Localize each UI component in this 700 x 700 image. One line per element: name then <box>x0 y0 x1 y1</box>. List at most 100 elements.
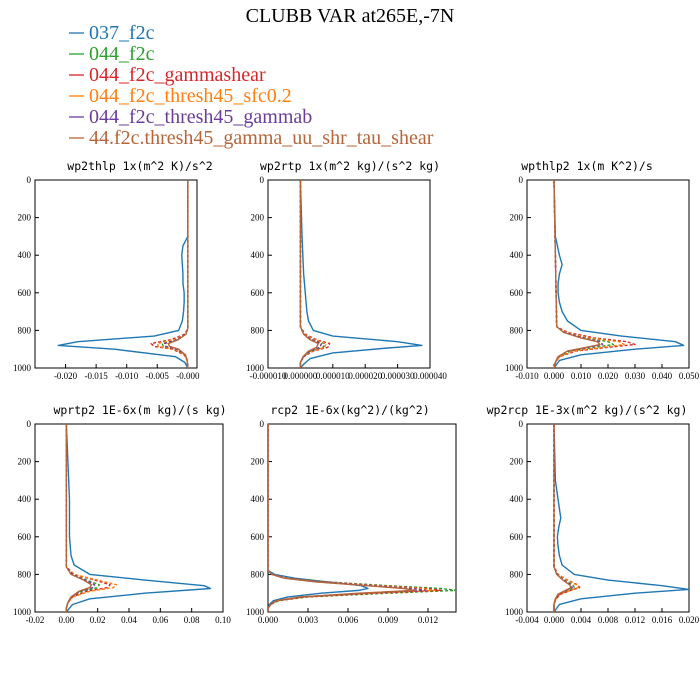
y-tick-label: 400 <box>510 250 524 260</box>
x-tick-label: 0.00 <box>58 615 74 625</box>
y-tick-label: 400 <box>251 494 265 504</box>
x-tick-label: 0.009 <box>378 615 399 625</box>
y-tick-label: 200 <box>18 213 32 223</box>
legend-label: 037_f2c <box>89 22 155 44</box>
legend-entry: 044_f2c_gammashear <box>69 64 266 86</box>
series-line <box>65 424 100 612</box>
y-tick-label: 0 <box>260 175 265 185</box>
y-tick-label: 800 <box>251 569 265 579</box>
y-tick-label: 1000 <box>13 607 32 617</box>
panel-title: rcp2 1E-6x(kg^2)/(kg^2) <box>270 403 429 417</box>
y-tick-label: 400 <box>18 250 32 260</box>
chart-panel: wp2rtp 1x(m^2 kg)/(s^2 kg) 0 200 400 600 800 1… <box>246 159 447 381</box>
y-tick-label: 0 <box>519 419 524 429</box>
y-tick-label: 600 <box>18 288 32 298</box>
series-line <box>299 180 423 368</box>
series-line <box>553 424 572 612</box>
series-group <box>553 424 689 612</box>
series-line <box>553 180 685 368</box>
panel-title: wp2rcp 1E-3x(m^2 kg)/(s^2 kg) <box>487 403 688 417</box>
y-tick-label: 400 <box>18 494 32 504</box>
legend-entry: 037_f2c <box>69 22 155 44</box>
series-group <box>57 180 189 368</box>
series-line <box>553 424 689 612</box>
y-tick-label: 0 <box>519 175 524 185</box>
chart-panel: wpthlp2 1x(m K^2)/s 0 200 400 600 800 1000-0.0… <box>505 159 700 381</box>
x-tick-label: 0.006 <box>338 615 359 625</box>
x-tick-label: 0.040 <box>652 371 673 381</box>
x-tick-label: -0.000 <box>176 371 200 381</box>
x-tick-label: -0.005 <box>146 371 170 381</box>
y-tick-label: 600 <box>251 288 265 298</box>
y-tick-label: 1000 <box>246 363 265 373</box>
x-tick-label: 0.08 <box>184 615 200 625</box>
legend-label: 044_f2c_thresh45_sfc0.2 <box>89 85 292 107</box>
y-tick-label: 200 <box>18 457 32 467</box>
y-tick-label: 400 <box>251 250 265 260</box>
y-tick-label: 800 <box>510 569 524 579</box>
x-tick-label: 0.020 <box>598 371 619 381</box>
legend-entry: 044_f2c_thresh45_sfc0.2 <box>69 85 292 107</box>
y-tick-label: 1000 <box>13 363 32 373</box>
legend-entry: 044_f2c <box>69 43 155 65</box>
y-tick-label: 400 <box>510 494 524 504</box>
x-tick-label: 0.000040 <box>413 371 447 381</box>
x-tick-label: 0.012 <box>418 615 438 625</box>
x-tick-label: 0.020 <box>679 615 700 625</box>
x-tick-label: -0.020 <box>54 371 78 381</box>
series-line <box>65 424 93 612</box>
series-line <box>65 424 212 612</box>
legend-label: 44.f2c.thresh45_gamma_uu_shr_tau_shear <box>89 127 434 149</box>
y-tick-label: 0 <box>27 419 32 429</box>
figure-title: CLUBB VAR at265E,-7N <box>246 5 455 27</box>
x-tick-label: 0.016 <box>652 615 673 625</box>
series-line <box>268 424 443 612</box>
y-tick-label: 600 <box>18 532 32 542</box>
x-tick-label: 0.000010 <box>316 371 350 381</box>
x-tick-label: 0.000000 <box>284 371 318 381</box>
chart-panel: wprtp2 1E-6x(m kg)/(s kg) 0 200 400 600 800 10… <box>13 403 231 625</box>
chart-panel: wp2thlp 1x(m^2 K)/s^2 0 200 400 600 800 1000 -0… <box>13 159 213 381</box>
y-tick-label: 600 <box>251 532 265 542</box>
x-tick-label: 0.000 <box>544 371 565 381</box>
series-group <box>65 424 212 612</box>
y-tick-label: 600 <box>510 288 524 298</box>
x-tick-label: -0.010 <box>115 371 139 381</box>
legend-label: 044_f2c_gammashear <box>89 64 266 86</box>
x-tick-label: 0.02 <box>90 615 106 625</box>
series-line <box>268 424 369 612</box>
series-line <box>553 180 601 368</box>
series-line <box>299 180 319 368</box>
panel-title: wpthlp2 1x(m K^2)/s <box>521 159 653 173</box>
legend-entry: 044_f2c_thresh45_gammab <box>69 106 312 128</box>
y-tick-label: 1000 <box>505 607 524 617</box>
y-tick-label: 1000 <box>246 607 265 617</box>
legend-label: 044_f2c <box>89 43 155 65</box>
plot-frame <box>34 179 198 369</box>
y-tick-label: 1000 <box>505 363 524 373</box>
y-tick-label: 800 <box>18 325 32 335</box>
x-tick-label: 0.06 <box>152 615 168 625</box>
series-group <box>553 180 685 368</box>
y-tick-label: 0 <box>260 419 265 429</box>
x-tick-label: -0.000010 <box>250 371 287 381</box>
chart-panel: rcp2 1E-6x(kg^2)/(kg^2) 0 200 400 600 800 1000… <box>246 403 457 625</box>
x-tick-label: -0.010 <box>515 371 539 381</box>
y-tick-label: 600 <box>510 532 524 542</box>
y-tick-label: 200 <box>251 457 265 467</box>
plot-frame <box>34 423 224 613</box>
x-tick-label: 0.000020 <box>348 371 382 381</box>
y-tick-label: 200 <box>251 213 265 223</box>
series-line <box>553 424 575 612</box>
series-line <box>65 424 111 612</box>
y-tick-label: 0 <box>27 175 32 185</box>
y-tick-label: 800 <box>510 325 524 335</box>
y-tick-label: 200 <box>510 213 524 223</box>
plot-frame <box>526 423 690 613</box>
x-tick-label: -0.02 <box>26 615 45 625</box>
panels: wp2thlp 1x(m^2 K)/s^202004006008001000-0… <box>13 159 700 625</box>
x-tick-label: 0.008 <box>598 615 619 625</box>
series-group <box>299 180 423 368</box>
series-group <box>268 424 456 612</box>
